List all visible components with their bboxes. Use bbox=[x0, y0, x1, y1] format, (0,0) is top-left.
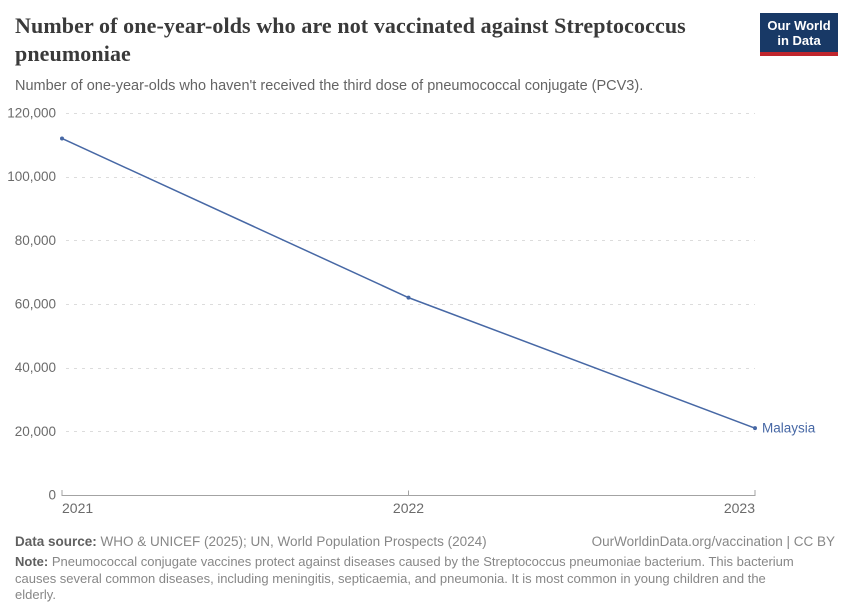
chart-title: Number of one-year-olds who are not vacc… bbox=[15, 13, 686, 66]
chart-footer: Data source: WHO & UNICEF (2025); UN, Wo… bbox=[15, 532, 835, 604]
y-tick-label: 0 bbox=[48, 488, 56, 503]
x-tick-label: 2022 bbox=[393, 500, 424, 516]
y-tick-label: 80,000 bbox=[15, 233, 56, 248]
data-point[interactable] bbox=[406, 295, 411, 300]
y-tick-label: 120,000 bbox=[7, 106, 56, 121]
line-chart[interactable]: 0 20,000 40,000 60,000 80,000 100,000 120,000 2… bbox=[0, 100, 850, 532]
owid-logo[interactable]: Our World in Data bbox=[760, 13, 838, 56]
chart-note: Note: Pneumococcal conjugate vaccines pr… bbox=[15, 554, 810, 604]
owid-logo-line1: Our World bbox=[767, 18, 831, 33]
chart-header: Number of one-year-olds who are not vacc… bbox=[15, 12, 838, 95]
owid-logo-line2: in Data bbox=[777, 33, 821, 48]
citation-link[interactable]: OurWorldinData.org/vaccination | CC BY bbox=[591, 534, 835, 549]
y-tick-label: 40,000 bbox=[15, 360, 56, 375]
entity-label[interactable]: Malaysia bbox=[762, 421, 816, 436]
y-tick-label: 20,000 bbox=[15, 424, 56, 439]
note-label: Note: bbox=[15, 554, 49, 569]
x-axis bbox=[61, 490, 756, 496]
x-tick-label: 2023 bbox=[724, 500, 755, 516]
y-tick-label: 60,000 bbox=[15, 297, 56, 312]
chart-subtitle: Number of one-year-olds who haven't rece… bbox=[15, 78, 644, 94]
y-tick-label: 100,000 bbox=[7, 169, 56, 184]
data-point[interactable] bbox=[753, 426, 757, 431]
data-source-text: WHO & UNICEF (2025); UN, World Populatio… bbox=[96, 534, 487, 549]
data-source-label: Data source: bbox=[15, 534, 97, 549]
x-tick-label: 2021 bbox=[62, 500, 93, 516]
note-text: Pneumococcal conjugate vaccines protect … bbox=[15, 554, 794, 602]
data-line[interactable] bbox=[61, 137, 756, 429]
data-source: Data source: WHO & UNICEF (2025); UN, Wo… bbox=[15, 532, 487, 551]
data-point[interactable] bbox=[60, 136, 64, 141]
